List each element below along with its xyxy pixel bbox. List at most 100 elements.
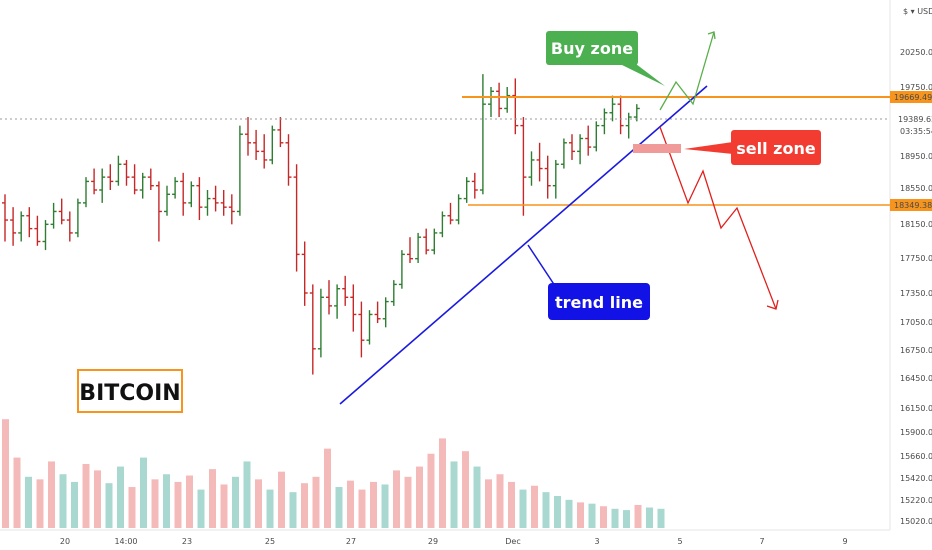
volume-bar xyxy=(82,464,90,528)
volume-bar xyxy=(496,474,504,528)
currency-code: USDT xyxy=(917,7,932,16)
candle xyxy=(58,198,65,225)
instrument-box-frame xyxy=(77,369,183,413)
y-tick-label: 17350.00 xyxy=(900,289,932,298)
volume-bar xyxy=(450,461,458,528)
candle xyxy=(301,241,308,306)
volume-bar xyxy=(485,479,492,528)
candle xyxy=(147,168,154,190)
volume-bar xyxy=(301,483,308,528)
volume-bar xyxy=(473,466,481,528)
y-tick-label: 18150.00 xyxy=(900,220,932,229)
candle xyxy=(180,172,187,216)
y-tick-label: 17050.00 xyxy=(900,318,932,327)
candle xyxy=(552,159,559,199)
volume-bar xyxy=(36,479,44,528)
volume-bar xyxy=(347,480,354,528)
volume-bar xyxy=(312,476,320,528)
candle xyxy=(155,181,162,242)
candle xyxy=(342,275,349,306)
instrument-box: BITCOIN xyxy=(77,369,183,413)
sell-zone-callout: sell zone xyxy=(684,130,821,165)
buy-zone-callout: Buy zone xyxy=(546,31,665,86)
volume-bar xyxy=(117,466,124,528)
volume-bar xyxy=(128,487,136,528)
candle xyxy=(431,228,438,255)
candle xyxy=(228,194,235,225)
volume-bar xyxy=(611,508,619,528)
candle xyxy=(285,134,292,186)
volume-bar xyxy=(163,474,170,528)
candle xyxy=(50,202,57,229)
sell-zone-box xyxy=(633,144,681,153)
candle xyxy=(447,202,454,225)
candle xyxy=(569,134,575,160)
x-tick-label: 23 xyxy=(182,537,192,546)
candle xyxy=(536,142,543,182)
candle xyxy=(439,211,446,238)
volume-bar xyxy=(554,496,561,528)
volume-bar xyxy=(439,438,446,528)
volume-bar xyxy=(151,479,159,528)
volume-bar xyxy=(59,474,67,528)
candle xyxy=(625,112,632,139)
volume-bar xyxy=(577,502,584,528)
volume-bar xyxy=(289,492,297,528)
candle xyxy=(293,164,300,272)
candle xyxy=(544,155,551,199)
candle xyxy=(18,211,25,242)
candle xyxy=(463,177,470,203)
candle xyxy=(382,297,389,328)
candle xyxy=(277,117,284,148)
candle xyxy=(358,301,365,358)
resistance-tag-bg xyxy=(890,91,932,103)
candle xyxy=(34,215,41,246)
y-tick-label: 20250.00 xyxy=(900,48,932,57)
support-tag-bg xyxy=(890,199,932,211)
candle xyxy=(42,220,49,251)
sell-projection-path xyxy=(659,126,777,310)
support-tag-label: 18349.38 xyxy=(894,201,932,210)
candle xyxy=(123,159,130,186)
volume-bar xyxy=(197,489,205,528)
volume-bar xyxy=(519,489,527,528)
candle xyxy=(196,177,203,221)
candle xyxy=(601,108,608,135)
candle xyxy=(66,211,73,242)
resistance-price-tag: 19669.49 xyxy=(890,91,932,103)
volume-bar xyxy=(416,466,423,528)
x-tick-label: 20 xyxy=(60,537,70,546)
volume-bar xyxy=(209,469,216,528)
trend-line-callout: trend line xyxy=(527,244,650,320)
candle xyxy=(617,95,624,135)
last-price-tag: 19389.62 03:35:54 xyxy=(898,115,932,136)
candle xyxy=(91,168,98,195)
volume-bar xyxy=(186,475,193,528)
currency-dollar-icon: $ ▾ xyxy=(903,7,917,16)
volume-bar xyxy=(565,499,573,528)
x-tick-label: Dec xyxy=(505,537,520,546)
volume-bar xyxy=(105,483,113,528)
volume-bar xyxy=(462,451,469,528)
last-price-label: 19389.62 xyxy=(898,115,932,124)
candle xyxy=(10,207,17,246)
x-axis: 20 14:00 23 25 27 29 Dec 3 5 7 9 xyxy=(60,537,848,546)
candle xyxy=(245,117,251,156)
candle xyxy=(188,181,195,208)
x-tick-label: 5 xyxy=(677,537,682,546)
candle xyxy=(269,125,276,165)
candle xyxy=(139,172,146,199)
countdown-label: 03:35:54 xyxy=(900,127,932,136)
volume-bar xyxy=(140,457,147,528)
candle xyxy=(488,87,494,118)
buy-zone-bubble xyxy=(546,31,638,65)
candle xyxy=(512,78,519,135)
candle xyxy=(390,280,397,306)
volume-bar xyxy=(542,492,550,528)
candle xyxy=(2,194,8,242)
y-tick-label: 16750.00 xyxy=(900,346,932,355)
trend-line-bubble xyxy=(548,283,650,320)
y-tick-label: 16150.00 xyxy=(900,404,932,413)
volume-bar xyxy=(278,471,285,528)
candle xyxy=(585,125,592,156)
